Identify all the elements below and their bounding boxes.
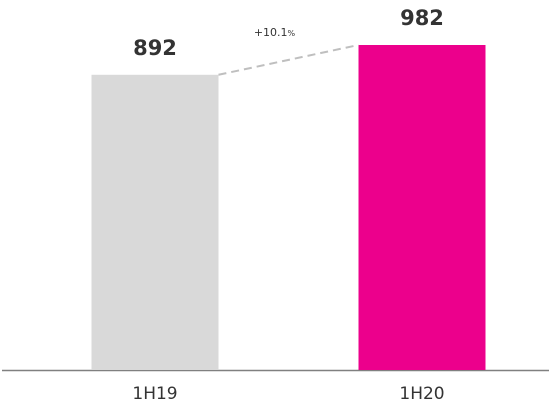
bar-1h19 — [91, 74, 219, 371]
growth-annotation-value: +10.1 — [254, 26, 288, 39]
growth-annotation: +10.1% — [254, 26, 296, 39]
x-tick-label: 1H19 — [132, 384, 177, 404]
bar-1h20 — [358, 45, 486, 370]
growth-annotation-suffix: % — [288, 29, 296, 38]
bar-value-label: 892 — [133, 36, 177, 60]
growth-connector-line — [218, 44, 359, 76]
x-tick-label: 1H20 — [399, 384, 444, 404]
bar-value-label: 982 — [400, 6, 444, 30]
